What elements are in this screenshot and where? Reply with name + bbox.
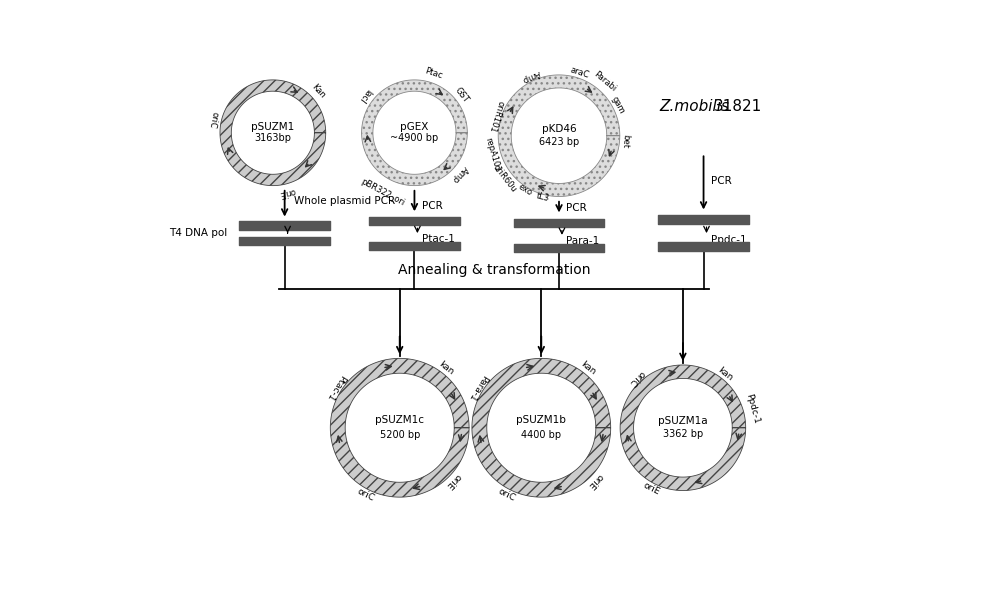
Text: araC: araC [569,65,590,80]
Polygon shape [362,80,467,186]
Text: oriC: oriC [207,111,219,129]
Text: Amp: Amp [450,163,470,184]
Text: oriE: oriE [642,481,662,497]
Text: GST: GST [453,86,471,105]
Text: oriE: oriE [278,186,296,199]
Text: Annealing & transformation: Annealing & transformation [398,263,590,277]
Text: Z.mobilis: Z.mobilis [659,99,729,114]
Polygon shape [620,365,746,490]
Text: Ptac-1: Ptac-1 [422,234,454,244]
Text: oriC: oriC [627,368,646,387]
Polygon shape [498,75,620,196]
Text: oriE: oriE [585,472,604,490]
Text: oriC: oriC [497,487,517,503]
Text: 5200 bp: 5200 bp [380,430,420,440]
Text: Ptac-1: Ptac-1 [324,373,347,402]
Text: pSUZM1a: pSUZM1a [658,416,708,426]
Text: tL3: tL3 [535,192,550,204]
Text: PCR: PCR [566,203,587,212]
Text: bet: bet [620,134,630,149]
Text: gam: gam [609,94,626,115]
Text: 3163bp: 3163bp [254,133,291,143]
Text: lacI: lacI [357,87,373,104]
Text: PCR: PCR [711,176,731,186]
Text: Ptac: Ptac [424,67,444,81]
Text: oriC: oriC [355,487,376,503]
Text: oriR101: oriR101 [487,100,505,133]
Text: pSUZM1: pSUZM1 [251,122,294,132]
Text: Parabi: Parabi [591,70,617,94]
Text: Ppdc-1: Ppdc-1 [744,393,761,425]
Text: Para-1: Para-1 [566,237,599,246]
Text: repA101: repA101 [483,136,501,173]
Text: oriR60u: oriR60u [491,163,518,194]
Text: Amp: Amp [520,67,542,84]
Text: T4 DNA pol: T4 DNA pol [169,228,227,238]
Text: ~4900 bp: ~4900 bp [390,133,439,143]
Polygon shape [330,358,469,497]
Text: 31821: 31821 [714,99,762,114]
Text: pBR322_ori: pBR322_ori [360,176,406,207]
Text: kan: kan [437,360,455,377]
Text: pSUZM1b: pSUZM1b [516,415,566,425]
Text: Whole plasmid PCR: Whole plasmid PCR [294,196,395,206]
Text: Para-1: Para-1 [466,373,489,402]
Text: pKD46: pKD46 [542,124,576,134]
Text: exo: exo [516,182,534,198]
Text: pSUZM1c: pSUZM1c [375,415,424,425]
Polygon shape [472,358,611,497]
Text: oriE: oriE [444,472,463,490]
Text: 6423 bp: 6423 bp [539,137,579,148]
Polygon shape [220,80,326,186]
Text: Ppdc-1: Ppdc-1 [711,235,746,244]
Text: kan: kan [579,360,597,377]
Text: PCR: PCR [422,201,442,211]
Text: 4400 bp: 4400 bp [521,430,561,440]
Text: kan: kan [716,365,734,382]
Text: 3362 bp: 3362 bp [663,430,703,440]
Text: pGEX: pGEX [400,122,429,132]
Text: Kan: Kan [310,83,327,101]
